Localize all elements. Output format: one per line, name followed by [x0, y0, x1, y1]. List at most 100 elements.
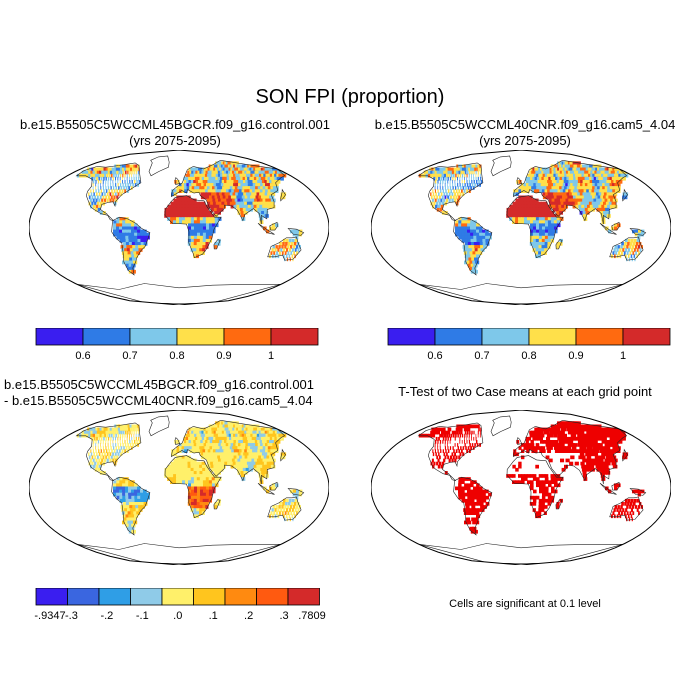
- map-cell: [101, 170, 105, 175]
- map-cell: [198, 440, 202, 444]
- map-cell: [110, 436, 112, 441]
- map-cell: [622, 248, 625, 252]
- map-cell: [538, 508, 542, 512]
- map-cell: [206, 486, 210, 491]
- map-cell: [461, 173, 464, 178]
- map-cell: [635, 489, 639, 494]
- map-cell: [242, 446, 248, 450]
- map-cell: [571, 198, 576, 203]
- map-cell: [436, 207, 440, 212]
- map-cell: [244, 201, 249, 206]
- map-cell: [468, 176, 470, 181]
- map-cell: [143, 238, 148, 243]
- map-cell: [212, 449, 217, 453]
- map-cell: [193, 183, 198, 187]
- map-cell: [205, 474, 210, 478]
- map-cell: [529, 495, 534, 500]
- map-cell: [428, 170, 432, 175]
- map-cell: [430, 192, 432, 197]
- map-cell: [109, 427, 114, 432]
- map-cell: [597, 461, 602, 466]
- map-cell: [199, 495, 204, 500]
- map-cell: [88, 455, 91, 460]
- map-cell: [207, 433, 212, 438]
- map-cell: [474, 517, 479, 522]
- map-cell: [137, 486, 141, 491]
- map-cell: [459, 440, 461, 444]
- map-cell: [187, 461, 192, 466]
- map-cell: [556, 502, 560, 506]
- map-cell: [609, 452, 615, 457]
- map-cell: [197, 430, 202, 435]
- map-cell: [97, 180, 100, 184]
- map-cell: [188, 483, 192, 488]
- map-cell: [208, 214, 213, 218]
- map-cell: [193, 238, 198, 243]
- map-cell: [129, 245, 134, 249]
- map-cell: [480, 245, 484, 249]
- map-cell: [128, 523, 134, 528]
- map-cell: [440, 198, 443, 203]
- map-cell: [173, 477, 177, 481]
- map-cell: [479, 183, 481, 187]
- map-cell: [444, 186, 446, 190]
- map-cell: [452, 176, 454, 181]
- map-cell: [555, 207, 560, 212]
- map-cell: [558, 204, 563, 209]
- map-cell: [209, 229, 213, 234]
- map-cell: [288, 498, 292, 503]
- map-cell: [521, 186, 525, 190]
- map-cell: [190, 167, 194, 172]
- map-cell: [531, 189, 535, 193]
- map-cell: [113, 489, 117, 494]
- map-cell: [199, 207, 203, 212]
- map-cell: [207, 440, 212, 444]
- map-cell: [135, 424, 138, 429]
- map-cell: [539, 189, 543, 193]
- map-cell: [130, 167, 132, 172]
- map-cell: [592, 424, 602, 429]
- map-cell: [515, 220, 519, 224]
- map-cell: [122, 223, 126, 228]
- map-cell: [250, 195, 255, 200]
- map-cell: [627, 238, 631, 243]
- map-cell: [225, 455, 230, 460]
- map-cell: [552, 176, 558, 181]
- map-cell: [212, 226, 216, 231]
- map-cell: [196, 495, 201, 500]
- map-cell: [276, 511, 279, 515]
- map-cell: [450, 433, 453, 438]
- map-cell: [194, 483, 198, 488]
- map-cell: [548, 446, 553, 450]
- map-cell: [535, 235, 540, 240]
- map-cell: [120, 443, 122, 447]
- map-cell: [127, 266, 132, 271]
- map-cell: [269, 195, 275, 200]
- map-cell: [441, 173, 444, 178]
- map-cell: [192, 427, 196, 432]
- map-cell: [562, 195, 567, 200]
- map-cell: [548, 443, 552, 447]
- map-cell: [190, 211, 195, 215]
- coastline-new-guinea: [287, 228, 305, 236]
- map-cell: [198, 201, 203, 206]
- map-cell: [438, 176, 440, 181]
- map-cell: [133, 424, 136, 429]
- map-cell: [587, 207, 592, 212]
- map-cell: [202, 207, 206, 212]
- map-cell: [242, 204, 247, 209]
- map-cell: [173, 480, 177, 484]
- map-cell: [219, 440, 224, 444]
- map-cell: [100, 186, 102, 190]
- map-cell: [187, 464, 192, 469]
- map-cell: [574, 192, 579, 197]
- map-cell: [479, 226, 483, 231]
- map-cell: [595, 204, 600, 209]
- map-cell: [561, 186, 566, 190]
- map-cell: [534, 427, 538, 432]
- map-cell: [480, 180, 483, 184]
- map-cell: [550, 214, 555, 218]
- map-cell: [219, 180, 224, 184]
- map-cell: [530, 443, 535, 447]
- map-cell: [614, 226, 618, 231]
